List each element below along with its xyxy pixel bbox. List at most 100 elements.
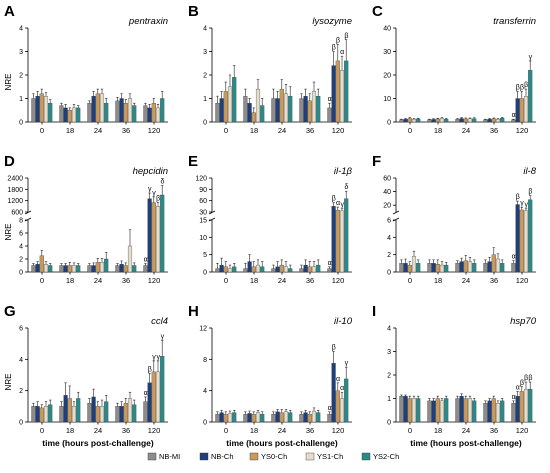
panel-title: pentraxin <box>128 16 168 27</box>
bar <box>87 103 92 123</box>
y-tick-label: 4 <box>203 26 207 33</box>
y-tick-label: 0 <box>387 120 391 127</box>
bar <box>160 98 165 123</box>
significance-label: α <box>336 376 340 383</box>
y-tick-label: 12 <box>199 326 207 333</box>
y-tick-label: 1800 <box>7 187 23 194</box>
bar <box>63 107 68 123</box>
bars <box>31 185 165 273</box>
x-tick-label: 36 <box>490 276 498 285</box>
legend-item: YS2-Ch <box>361 452 399 461</box>
bars <box>399 60 533 123</box>
bar <box>48 265 53 273</box>
bar <box>444 119 449 123</box>
bar <box>307 266 312 273</box>
y-axis: 0 1 2 3 4 <box>19 26 29 127</box>
bar <box>439 118 445 123</box>
significance-label: γ <box>345 360 349 367</box>
bars <box>215 190 349 273</box>
bar <box>255 88 261 123</box>
bar <box>431 119 436 123</box>
bar <box>271 98 276 123</box>
bar <box>155 206 161 273</box>
legend-item: YS0-Ch <box>249 452 287 461</box>
bar <box>472 118 477 123</box>
bar <box>48 404 53 423</box>
bar <box>76 265 81 273</box>
x-tick-label: 36 <box>122 276 130 285</box>
legend-label: YS0-Ch <box>261 452 287 461</box>
x-tick-label: 24 <box>462 276 470 285</box>
bar <box>275 98 280 123</box>
panel-title: il-8 <box>523 166 536 177</box>
y-tick-label: 0 <box>387 420 391 427</box>
bar <box>132 404 137 423</box>
significance-label: α <box>144 390 148 397</box>
bar <box>151 103 156 123</box>
bar <box>416 118 421 123</box>
bar <box>155 371 161 423</box>
bar <box>523 388 529 423</box>
bar <box>223 266 228 273</box>
annotations: α β β β γ <box>512 54 533 119</box>
bar <box>35 96 40 123</box>
bar <box>127 98 133 123</box>
y-tick-label: 4 <box>19 357 23 364</box>
bar <box>104 258 109 273</box>
panel-title: il-10 <box>334 316 353 327</box>
significance-label: α <box>512 254 516 261</box>
y-tick-label: 0 <box>203 270 207 277</box>
bar <box>299 268 304 273</box>
bar <box>71 265 77 273</box>
bar <box>344 378 349 423</box>
significance-label: β <box>332 196 336 203</box>
panel-letter: I <box>372 303 376 320</box>
bar <box>523 210 529 273</box>
bar <box>483 263 488 273</box>
bar <box>91 265 96 273</box>
y-tick-label: 0 <box>387 270 391 277</box>
legend-item: NB-MI <box>147 452 180 461</box>
bar <box>232 77 237 123</box>
bar <box>115 406 120 423</box>
bar <box>495 119 501 123</box>
bar <box>132 265 137 273</box>
bar <box>335 209 340 273</box>
bar <box>303 412 308 423</box>
bar <box>444 398 449 423</box>
y-tick-label: 600 <box>11 210 23 217</box>
y-tick-label: 2 <box>387 252 391 259</box>
bar <box>487 261 492 273</box>
bar <box>435 264 440 273</box>
x-tick-label: 24 <box>462 126 470 135</box>
bar <box>223 91 228 123</box>
y-tick-label: 3 <box>203 49 207 56</box>
bar <box>444 264 449 273</box>
bar <box>283 266 289 273</box>
bar <box>243 268 248 273</box>
x-tick-label: 0 <box>408 276 412 285</box>
significance-label: β <box>332 345 336 352</box>
bar <box>31 406 36 423</box>
bar <box>39 93 44 123</box>
bar <box>123 403 128 423</box>
significance-label: β <box>516 84 520 91</box>
bar <box>403 263 408 273</box>
bar <box>39 407 44 423</box>
bar <box>43 264 49 273</box>
y-tick-label: 2400 <box>7 176 23 183</box>
x-tick-label: 120 <box>516 276 529 285</box>
bar <box>67 265 72 273</box>
bar <box>119 98 124 123</box>
y-tick-label: 10 <box>199 235 207 242</box>
bars <box>215 351 349 423</box>
bar <box>279 264 284 273</box>
y-tick-label: 120 <box>195 176 207 183</box>
bar <box>35 406 40 423</box>
x-axis: 0 18 24 36 120 <box>28 271 168 285</box>
significance-label: β <box>520 84 524 91</box>
significance-label: β <box>520 380 524 387</box>
